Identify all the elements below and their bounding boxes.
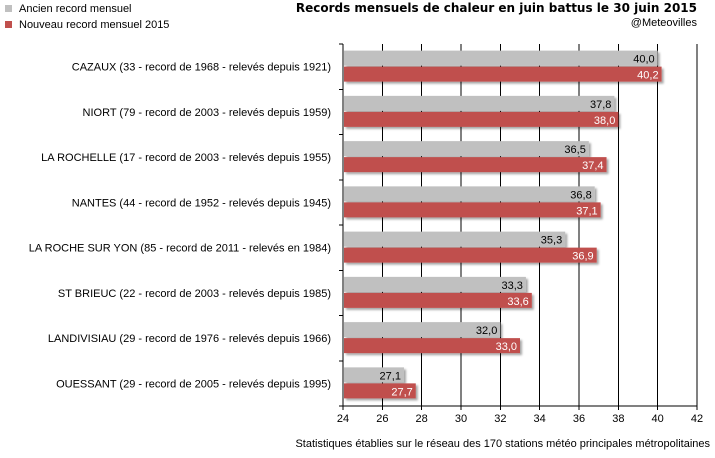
bar-new-record xyxy=(344,66,662,82)
x-tick-label: 36 xyxy=(573,413,585,425)
data-label-new: 40,2 xyxy=(637,70,658,82)
plot-area: 40,0 40,2 37,8 38,0 36,5 37,4 36,8 37,1 35,3 36,9… xyxy=(29,43,703,425)
chart-subtitle: @Meteovilles xyxy=(631,17,698,29)
bar-new-record xyxy=(344,202,601,218)
data-label-new: 33,0 xyxy=(496,341,517,353)
x-tick-label: 24 xyxy=(337,413,349,425)
data-label-new: 27,7 xyxy=(391,386,412,398)
x-tick-label: 38 xyxy=(612,413,624,425)
category-label: LA ROCHE SUR YON (85 - record de 2011 - … xyxy=(29,243,331,255)
bar-new-record xyxy=(344,292,532,308)
data-label-old: 32,0 xyxy=(476,325,497,337)
legend-label-old: Ancien record mensuel xyxy=(19,3,132,15)
x-tick-label: 34 xyxy=(534,413,546,425)
legend-swatch-old xyxy=(5,5,12,12)
data-label-old: 36,8 xyxy=(570,189,591,201)
bar-new-record xyxy=(344,338,520,354)
x-tick-label: 30 xyxy=(455,413,467,425)
x-tick-label: 32 xyxy=(494,413,506,425)
bar-old-record xyxy=(344,95,615,111)
data-label-old: 27,1 xyxy=(380,370,401,382)
category-label: LANDIVISIAU (29 - record de 1976 - relev… xyxy=(48,333,331,345)
data-label-old: 37,8 xyxy=(590,99,611,111)
data-label-new: 36,9 xyxy=(572,251,593,263)
bar-old-record xyxy=(344,367,404,383)
category-label: CAZAUX (33 - record de 1968 - relevés de… xyxy=(72,62,331,74)
legend-label-new: Nouveau record mensuel 2015 xyxy=(19,19,169,31)
data-label-new: 37,1 xyxy=(576,205,597,217)
bar-new-record xyxy=(344,383,416,399)
data-label-new: 38,0 xyxy=(594,115,615,127)
legend: Ancien record mensuel Nouveau record men… xyxy=(5,3,169,31)
x-tick-label: 26 xyxy=(376,413,388,425)
category-labels: CAZAUX (33 - record de 1968 - relevés de… xyxy=(29,62,331,391)
data-label-old: 40,0 xyxy=(633,54,654,66)
data-label-old: 33,3 xyxy=(501,280,522,292)
chart-footer: Statistiques établies sur le réseau des … xyxy=(295,438,710,450)
bars: 40,0 40,2 37,8 38,0 36,5 37,4 36,8 37,1 35,3 36,9… xyxy=(344,50,662,399)
chart-title: Records mensuels de chaleur en juin batt… xyxy=(296,1,697,15)
data-label-old: 36,5 xyxy=(564,144,585,156)
bar-new-record xyxy=(344,157,607,173)
bar-new-record xyxy=(344,247,597,263)
data-label-old: 35,3 xyxy=(541,235,562,247)
bar-old-record xyxy=(344,186,595,202)
category-label: ST BRIEUC (22 - record de 2003 - relevés… xyxy=(58,288,331,300)
bar-old-record xyxy=(344,231,566,247)
category-label: LA ROCHELLE (17 - record de 2003 - relev… xyxy=(41,152,331,164)
category-label: OUESSANT (29 - record de 2005 - relevés … xyxy=(56,378,331,390)
x-tick-label: 42 xyxy=(691,413,703,425)
data-label-new: 33,6 xyxy=(507,296,528,308)
bar-old-record xyxy=(344,141,589,157)
category-label: NIORT (79 - record de 2003 - relevés dep… xyxy=(83,107,331,119)
bar-new-record xyxy=(344,111,619,127)
bar-old-record xyxy=(344,276,526,292)
x-axis: 24 26 28 30 32 34 36 38 40 42 xyxy=(337,43,703,425)
x-tick-label: 28 xyxy=(416,413,428,425)
data-label-new: 37,4 xyxy=(582,160,603,172)
bar-old-record xyxy=(344,50,658,66)
category-label: NANTES (44 - record de 1952 - relevés de… xyxy=(72,197,331,209)
x-tick-label: 40 xyxy=(652,413,664,425)
legend-swatch-new xyxy=(5,21,12,28)
bar-old-record xyxy=(344,322,501,338)
